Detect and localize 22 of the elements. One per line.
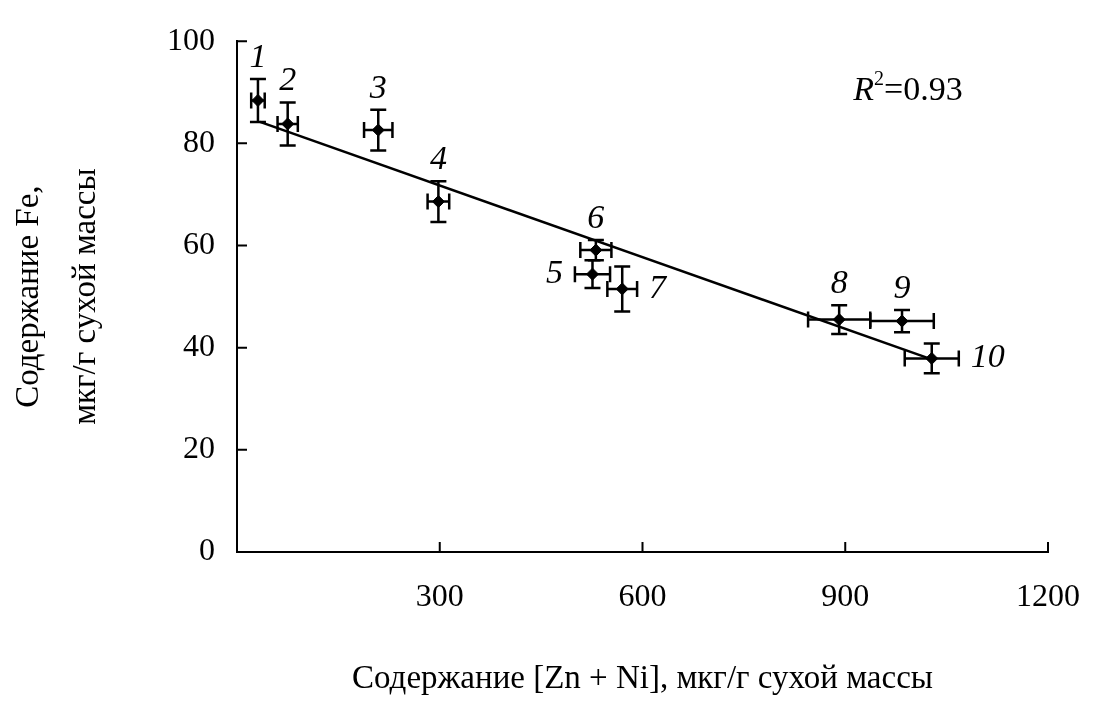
x-tick-label: 1200 [1016,576,1080,613]
y-tick-label: 80 [183,122,215,159]
y-tick-label: 60 [183,224,215,261]
annotation: 3 [368,67,387,105]
annotation: 7 [649,267,669,305]
x-tick-label: 900 [821,576,870,613]
annotation: 10 [970,337,1005,375]
annotation: 1 [249,36,267,74]
y-tick-label: 100 [167,20,215,57]
y-tick-label: 20 [183,429,215,466]
annotation: 9 [893,267,911,305]
x-tick-label: 600 [618,576,667,613]
y-tick-label: 40 [183,327,215,364]
y-axis-title: Содержание Fe, мкг/г сухой массы [8,168,103,425]
annotation: 4 [429,139,447,177]
annotation: 8 [830,263,848,301]
x-tick-label: 300 [415,576,464,613]
annotation: 2 [279,60,297,98]
y-tick-label: 0 [199,531,215,568]
annotation: 5 [545,253,563,291]
x-axis-title: Содержание [Zn + Ni], мкг/г сухой массы [352,658,933,695]
annotation: 6 [587,197,605,235]
